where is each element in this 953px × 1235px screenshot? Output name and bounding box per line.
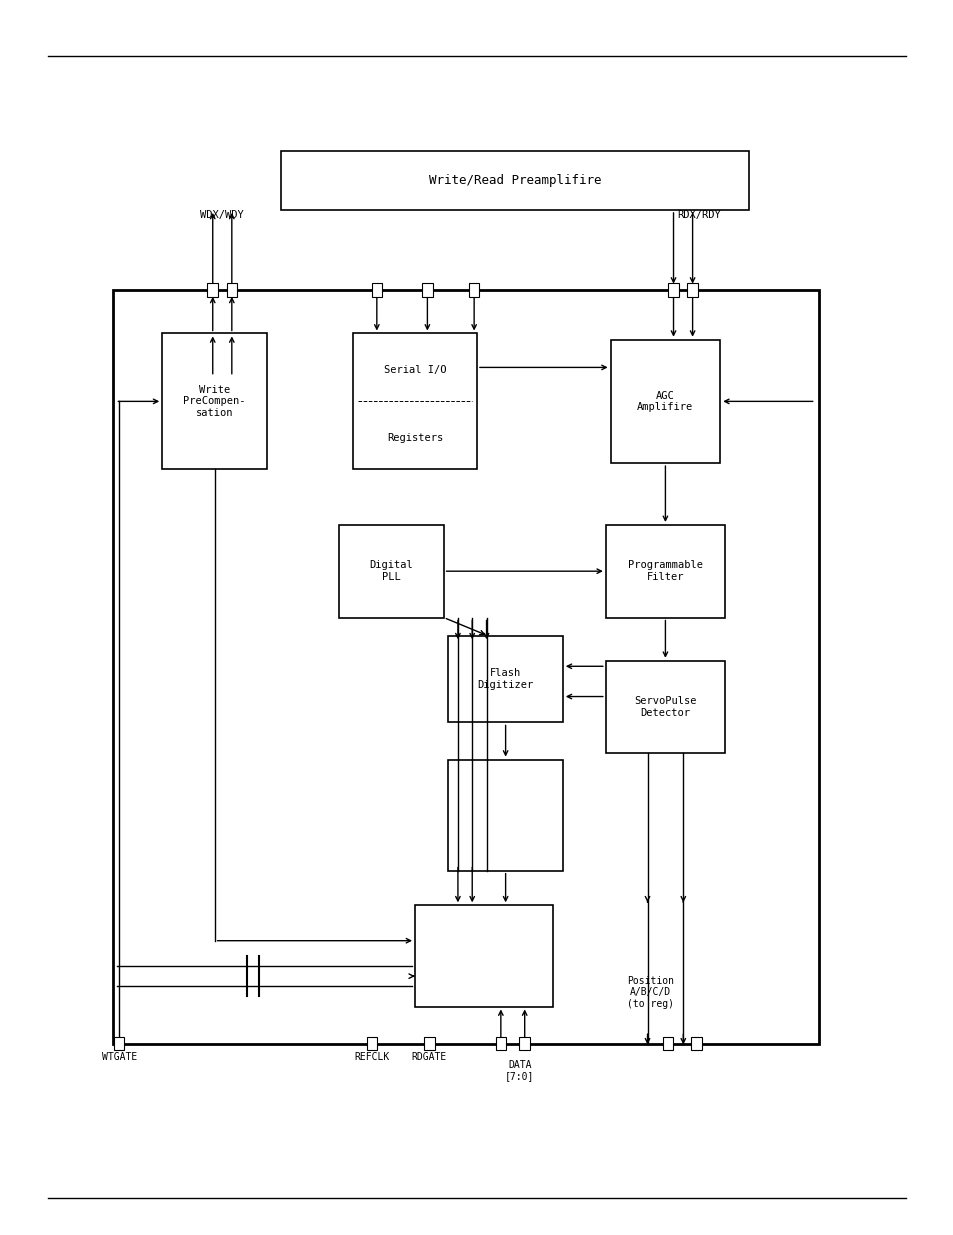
Bar: [353, 333, 476, 469]
Text: Programmable
Filter: Programmable Filter: [627, 561, 702, 582]
Text: Write
PreCompen-
sation: Write PreCompen- sation: [183, 385, 246, 417]
Text: Position
A/B/C/D
(to reg): Position A/B/C/D (to reg): [626, 976, 673, 1009]
Text: AGC
Amplifire: AGC Amplifire: [637, 390, 693, 412]
Bar: [162, 333, 267, 469]
Bar: [366, 1037, 377, 1050]
Text: Write/Read Preamplifire: Write/Read Preamplifire: [429, 174, 600, 186]
Bar: [112, 290, 818, 1044]
Text: RDX/RDY: RDX/RDY: [677, 210, 720, 220]
Bar: [415, 905, 553, 1007]
Bar: [226, 283, 236, 296]
Text: REFCLK: REFCLK: [355, 1052, 389, 1062]
Text: WTGATE: WTGATE: [102, 1052, 136, 1062]
Bar: [518, 1037, 530, 1050]
Bar: [690, 1037, 701, 1050]
Text: ServoPulse
Detector: ServoPulse Detector: [634, 697, 696, 718]
Bar: [448, 636, 562, 722]
Text: Digital
PLL: Digital PLL: [369, 561, 413, 582]
Text: WDX/WDY: WDX/WDY: [200, 210, 244, 220]
Bar: [661, 1037, 672, 1050]
Bar: [605, 661, 724, 753]
Bar: [338, 525, 443, 618]
Text: Serial I/O: Serial I/O: [383, 366, 446, 375]
Bar: [372, 283, 381, 296]
Bar: [208, 283, 217, 296]
Bar: [114, 1037, 125, 1050]
Bar: [423, 1037, 435, 1050]
Text: RDGATE: RDGATE: [412, 1052, 446, 1062]
Bar: [610, 340, 720, 463]
Text: Registers: Registers: [387, 433, 442, 443]
Bar: [605, 525, 724, 618]
Text: SE: SE: [468, 284, 479, 294]
Bar: [448, 760, 562, 871]
Bar: [667, 283, 679, 296]
Text: SD: SD: [371, 284, 382, 294]
Text: Flash
Digitizer: Flash Digitizer: [477, 668, 533, 690]
Bar: [421, 283, 433, 296]
Bar: [686, 283, 698, 296]
Text: DATA
[7:0]: DATA [7:0]: [505, 1060, 534, 1081]
Bar: [469, 283, 478, 296]
Text: SC: SC: [421, 284, 433, 294]
Bar: [496, 1037, 506, 1050]
Bar: [281, 151, 748, 210]
